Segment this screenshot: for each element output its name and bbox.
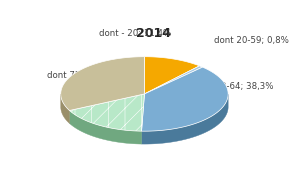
Polygon shape	[70, 94, 145, 131]
Polygon shape	[145, 57, 200, 94]
Polygon shape	[142, 67, 228, 131]
Text: 2014: 2014	[136, 27, 171, 40]
Polygon shape	[70, 110, 142, 144]
Text: dont 65-74; 17,1%: dont 65-74; 17,1%	[65, 100, 146, 108]
Polygon shape	[61, 57, 145, 110]
Polygon shape	[145, 66, 202, 94]
Text: dont - 20; 11,4%: dont - 20; 11,4%	[99, 29, 171, 38]
Text: dont 60-64; 38,3%: dont 60-64; 38,3%	[193, 82, 274, 91]
Polygon shape	[61, 94, 70, 123]
Polygon shape	[142, 94, 228, 144]
Text: dont 20-59; 0,8%: dont 20-59; 0,8%	[214, 36, 289, 45]
Text: dont 75+; 32,3%: dont 75+; 32,3%	[47, 71, 120, 80]
